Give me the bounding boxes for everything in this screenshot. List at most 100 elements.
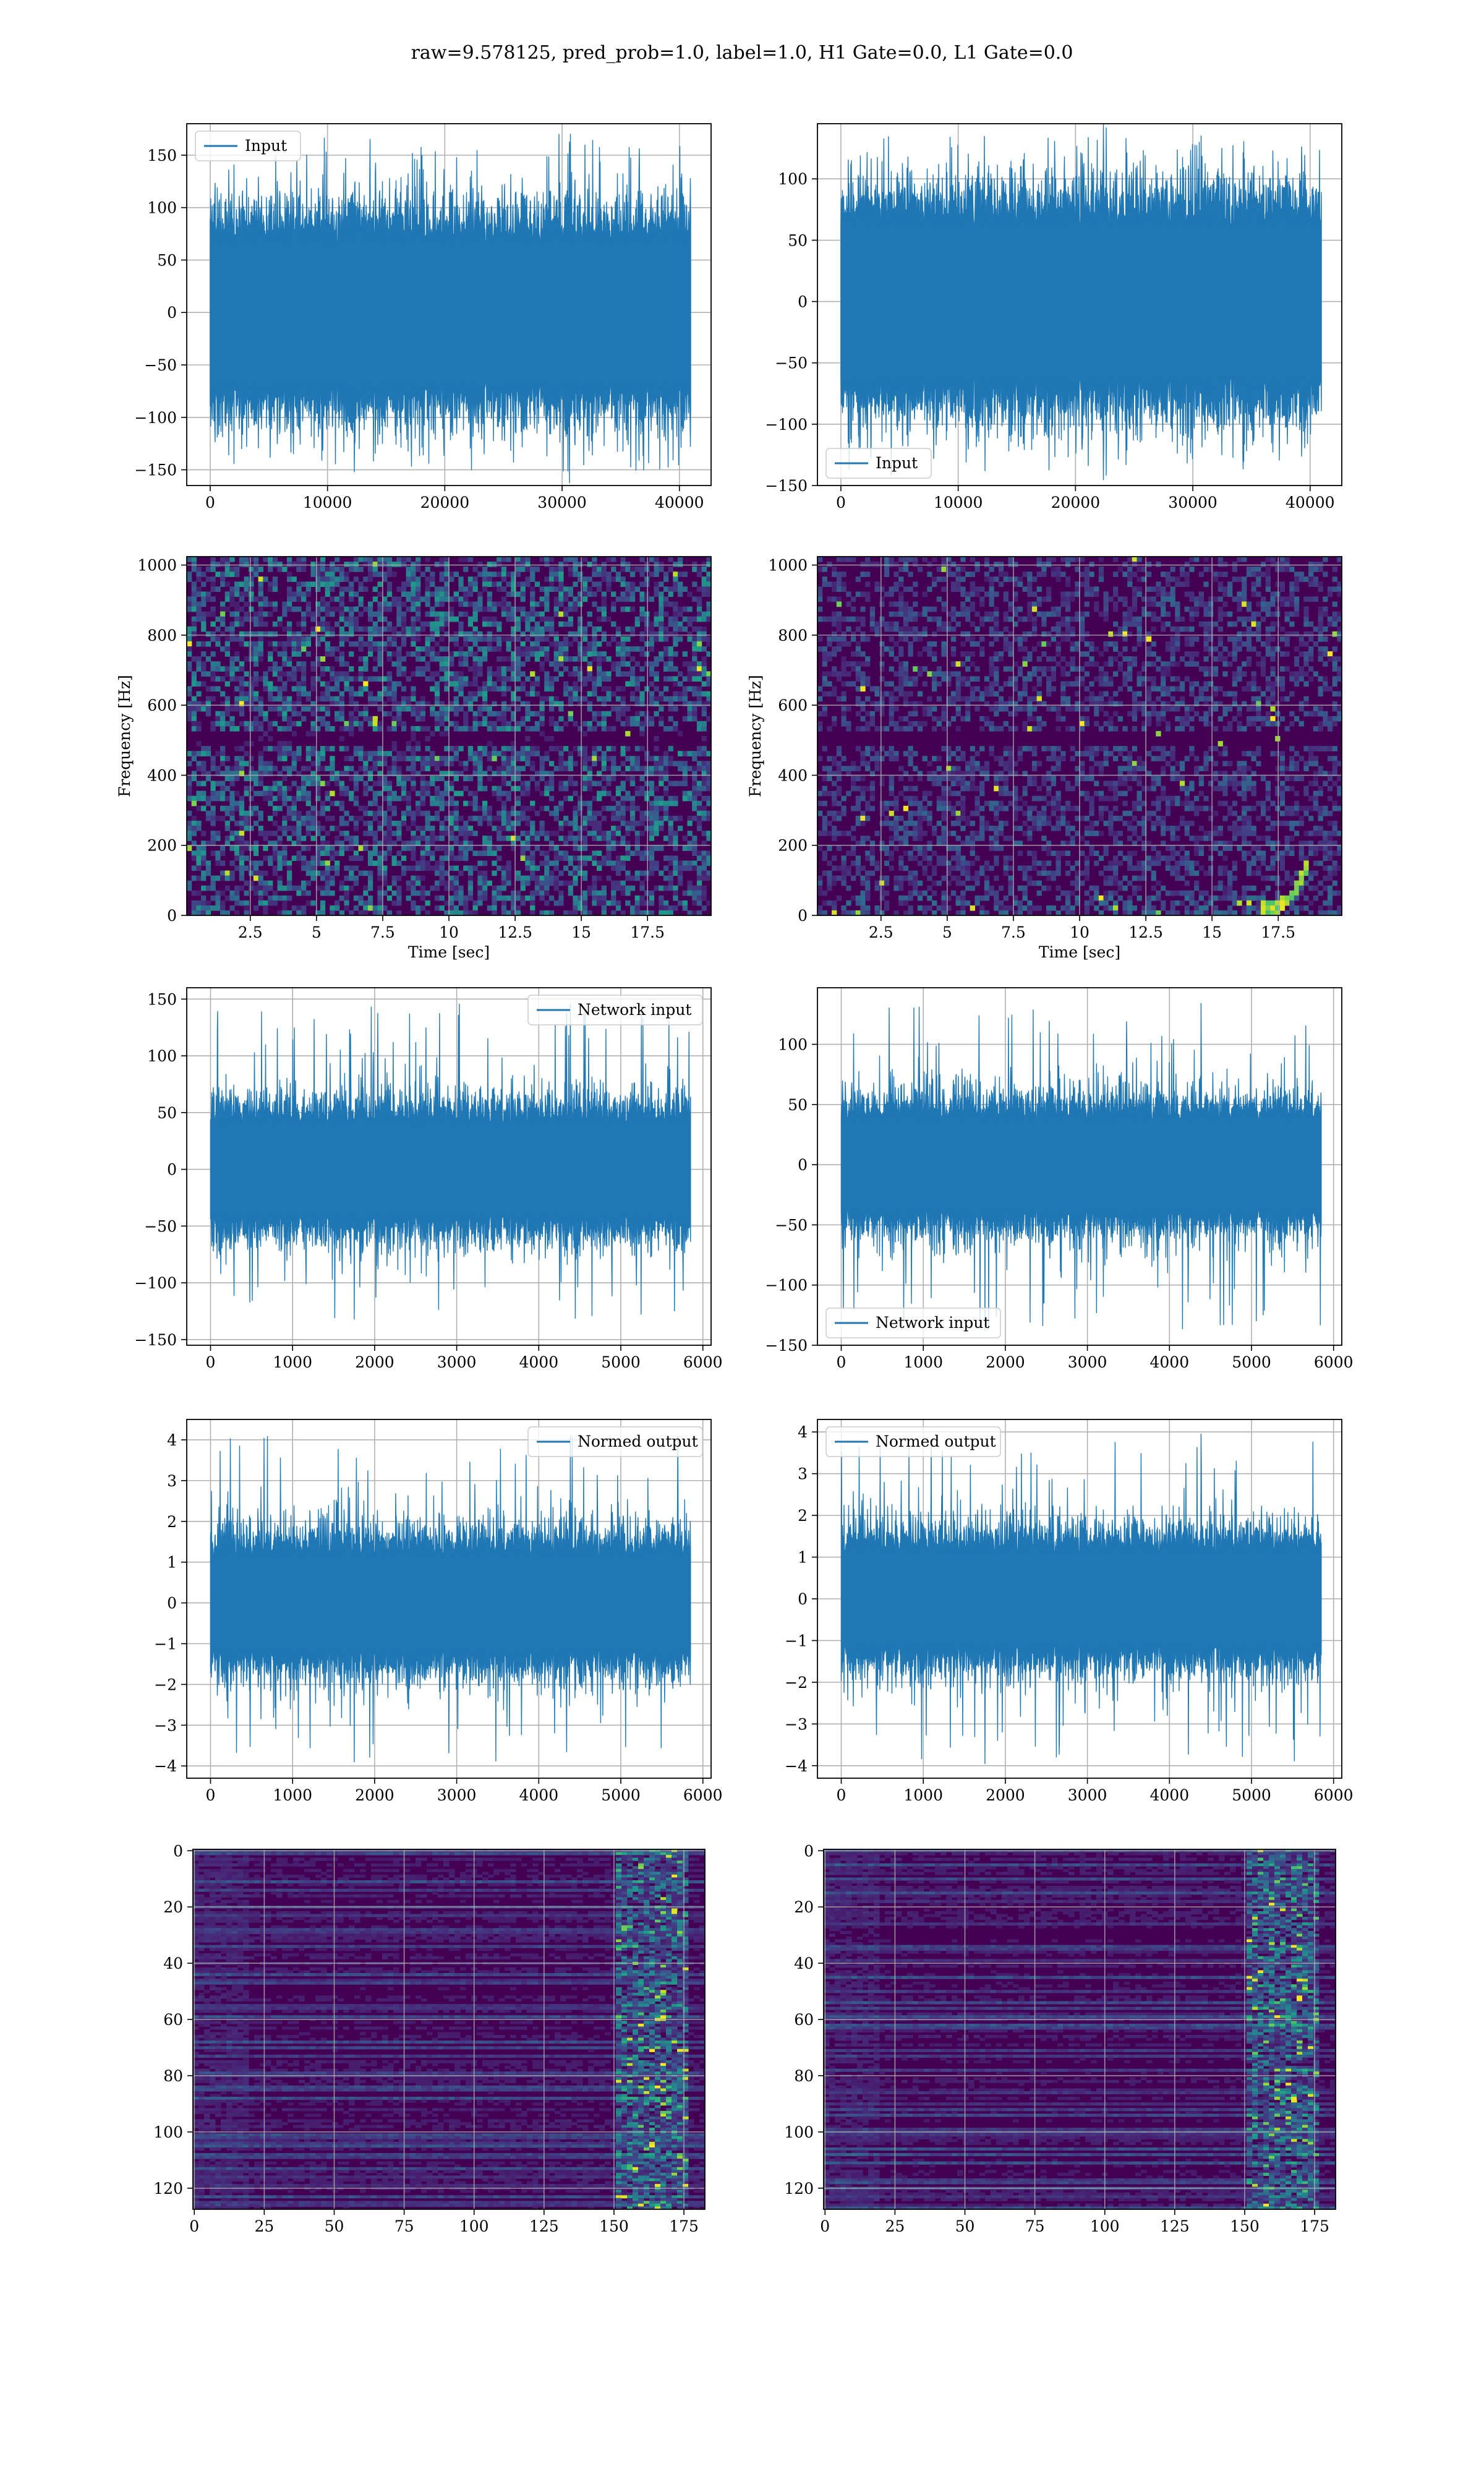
y-tick-label: 0 bbox=[167, 304, 177, 322]
y-tick-label: −100 bbox=[765, 1277, 808, 1295]
y-tick-label: −4 bbox=[785, 1757, 808, 1775]
legend: Network input bbox=[825, 1308, 1001, 1338]
y-tick-label: −100 bbox=[765, 416, 808, 434]
y-tick-label: 150 bbox=[147, 990, 177, 1008]
y-tick-label: −4 bbox=[154, 1757, 177, 1775]
y-tick-label: 50 bbox=[788, 231, 808, 249]
y-tick-label: 40 bbox=[163, 1954, 183, 1972]
x-tick-label: 0 bbox=[206, 1353, 216, 1371]
x-tick-label: 50 bbox=[955, 2217, 975, 2235]
x-tick-label: 175 bbox=[1300, 2217, 1329, 2235]
x-tick-label: 175 bbox=[669, 2217, 699, 2235]
axes-frame bbox=[817, 123, 1342, 486]
x-tick-label: 125 bbox=[1160, 2217, 1190, 2235]
y-tick-label: −50 bbox=[775, 354, 808, 372]
x-tick-label: 4000 bbox=[519, 1353, 559, 1371]
legend-box bbox=[825, 448, 932, 479]
x-tick-label: 30000 bbox=[537, 494, 587, 511]
x-tick-label: 2000 bbox=[986, 1786, 1025, 1804]
y-tick-label: 20 bbox=[163, 1898, 183, 1916]
x-tick-label: 2000 bbox=[355, 1353, 394, 1371]
series-line bbox=[840, 124, 1322, 481]
legend-box bbox=[825, 1426, 1001, 1457]
y-tick-label: 4 bbox=[167, 1431, 177, 1449]
x-tick-label: 20000 bbox=[420, 494, 470, 511]
y-tick-label: 1 bbox=[167, 1554, 177, 1572]
x-tick-label: 6000 bbox=[1314, 1353, 1354, 1371]
y-tick-label: 100 bbox=[153, 2123, 183, 2141]
x-tick-label: 4000 bbox=[519, 1786, 559, 1804]
x-tick-label: 2000 bbox=[355, 1786, 394, 1804]
y-tick-label: 100 bbox=[778, 1035, 808, 1053]
x-tick-label: 5000 bbox=[601, 1786, 641, 1804]
x-tick-label: 100 bbox=[459, 2217, 489, 2235]
y-tick-label: 0 bbox=[167, 1594, 177, 1612]
subplot-r2c1: 2.5 5 7.5 10 12.5 15 17.5 0 200 400 600 800 1000 Time… bbox=[116, 556, 712, 961]
y-tick-label: 800 bbox=[147, 627, 177, 644]
y-tick-label: 100 bbox=[778, 170, 808, 188]
axes-frame bbox=[817, 987, 1342, 1346]
heatmap-cells bbox=[824, 1849, 1336, 2209]
series-trace bbox=[210, 1003, 691, 1320]
subplot-r1c1: Input 0 10000 20000 30000 40000 −150 −100 −50 0 50… bbox=[134, 123, 712, 511]
y-tick-label: 0 bbox=[798, 907, 808, 925]
legend: Normed output bbox=[527, 1426, 703, 1457]
y-tick-label: −100 bbox=[134, 409, 177, 427]
subplot-r1c2: Input 0 10000 20000 30000 40000 −150 −100 −50 0 50… bbox=[765, 123, 1342, 511]
x-tick-label: 5000 bbox=[1232, 1353, 1271, 1371]
x-tick-label: 3000 bbox=[1068, 1786, 1107, 1804]
figure-title: raw=9.578125, pred_prob=1.0, label=1.0, … bbox=[0, 42, 1484, 64]
y-tick-label: −150 bbox=[765, 477, 808, 495]
y-tick-label: −150 bbox=[134, 1331, 177, 1349]
y-tick-label: 1 bbox=[798, 1549, 808, 1567]
legend-box bbox=[825, 1308, 1001, 1338]
axes-frame bbox=[823, 1849, 1336, 2210]
x-tick-label: 5000 bbox=[601, 1353, 641, 1371]
y-tick-label: 60 bbox=[163, 2011, 183, 2029]
subplot-r4c1: Normed output 0 1000 2000 3000 4000 5000 6000 −4… bbox=[154, 1419, 723, 1804]
x-tick-label: 30000 bbox=[1168, 494, 1217, 511]
series-line bbox=[210, 1435, 691, 1763]
x-tick-label: 150 bbox=[1230, 2217, 1260, 2235]
y-tick-label: 1000 bbox=[137, 557, 177, 575]
y-tick-label: 80 bbox=[163, 2067, 183, 2085]
y-tick-label: −2 bbox=[785, 1674, 808, 1692]
y-tick-label: 100 bbox=[147, 199, 177, 217]
series-trace bbox=[840, 1003, 1322, 1332]
legend-label: Input bbox=[245, 137, 287, 155]
series-trace bbox=[840, 124, 1322, 481]
series-trace bbox=[210, 134, 691, 484]
x-axis-label: Time [sec] bbox=[1039, 943, 1120, 961]
x-tick-label: 3000 bbox=[1068, 1353, 1107, 1371]
x-tick-label: 5 bbox=[312, 923, 322, 941]
subplot-r4c2: Normed output 0 1000 2000 3000 4000 5000 6000 −4… bbox=[785, 1419, 1354, 1804]
y-tick-label: −50 bbox=[144, 1217, 177, 1235]
legend-label: Network input bbox=[578, 1001, 691, 1019]
subplot-r5c1: 0 25 50 75 100 125 150 175 0 20 40 60 80 100 120 bbox=[153, 1842, 706, 2235]
axes-frame bbox=[186, 987, 712, 1346]
y-tick-label: 100 bbox=[147, 1047, 177, 1065]
series-line bbox=[210, 134, 691, 484]
y-tick-label: 600 bbox=[147, 696, 177, 714]
y-tick-label: −150 bbox=[134, 461, 177, 479]
y-tick-label: 80 bbox=[794, 2067, 814, 2085]
ticks: 0 1000 2000 3000 4000 5000 6000 −150 −100 −50 0 50 1… bbox=[134, 990, 722, 1371]
x-tick-label: 100 bbox=[1090, 2217, 1120, 2235]
y-tick-label: −2 bbox=[154, 1676, 177, 1693]
legend: Input bbox=[825, 448, 932, 479]
series-trace bbox=[840, 1433, 1322, 1765]
grid bbox=[817, 557, 1342, 916]
legend-label: Network input bbox=[876, 1314, 989, 1332]
ticks: 0 1000 2000 3000 4000 5000 6000 −4 −3 −2 −1 0 1 2 3 4 bbox=[785, 1423, 1353, 1804]
y-tick-label: 0 bbox=[173, 1842, 183, 1860]
subplot-r2c2: 2.5 5 7.5 10 12.5 15 17.5 0 200 400 600 800 1000 Time… bbox=[746, 556, 1342, 961]
x-tick-label: 0 bbox=[189, 2217, 199, 2235]
y-tick-label: 200 bbox=[778, 837, 808, 855]
y-tick-label: 20 bbox=[794, 1898, 814, 1916]
x-tick-label: 0 bbox=[820, 2217, 830, 2235]
y-tick-label: −3 bbox=[785, 1715, 808, 1733]
legend-box bbox=[527, 995, 703, 1025]
y-tick-label: −150 bbox=[765, 1337, 808, 1355]
